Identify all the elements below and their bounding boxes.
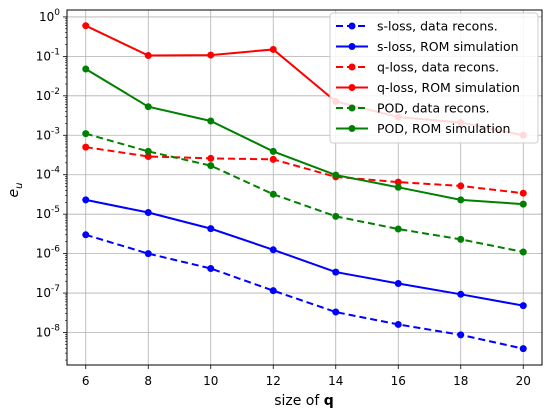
series-line — [85, 132, 524, 253]
plot-frame — [66, 9, 543, 366]
data-point — [144, 147, 152, 155]
series — [82, 196, 527, 310]
legend-item: POD, data recons. — [336, 101, 490, 116]
legend-marker — [348, 22, 356, 30]
legend-item: s-loss, ROM simulation — [336, 39, 519, 54]
legend-marker — [348, 43, 356, 50]
y-tick-label: 10-5 — [36, 205, 60, 221]
data-point — [332, 212, 340, 220]
data-point — [394, 178, 402, 186]
data-point — [519, 248, 527, 256]
data-point — [519, 200, 527, 208]
data-point — [269, 155, 277, 163]
data-point — [519, 302, 527, 310]
data-point — [207, 117, 215, 125]
data-point — [457, 182, 465, 190]
x-tick-label: 12 — [266, 374, 281, 388]
data-point — [82, 143, 90, 151]
legend-label: q-loss, data recons. — [377, 60, 499, 75]
data-point — [457, 290, 465, 298]
x-axis: 6 8 10 12 14 16 18 20 — [82, 365, 531, 388]
data-point — [394, 225, 402, 233]
x-tick-label: 8 — [144, 374, 152, 388]
data-point — [144, 52, 152, 60]
legend-item: s-loss, data recons. — [336, 19, 498, 34]
x-axis-label: size of q — [274, 393, 334, 409]
data-point — [269, 147, 277, 155]
x-tick-label: 20 — [516, 374, 531, 388]
legend-marker — [348, 84, 356, 91]
legend-label: q-loss, ROM simulation — [377, 80, 520, 95]
y-tick-label: 10-7 — [36, 284, 60, 300]
data-point — [269, 246, 277, 254]
series-line — [85, 146, 524, 195]
y-tick-label: 10-2 — [36, 87, 60, 103]
x-tick-label: 14 — [328, 374, 343, 388]
data-point — [394, 279, 402, 287]
y-tick-label: 10-1 — [36, 47, 60, 63]
y-axis: 10-8 10-7 10-6 10-5 10-4 10-3 10-2 10-1 100 — [36, 8, 67, 361]
data-point — [269, 287, 277, 295]
data-point — [144, 103, 152, 111]
data-point — [144, 152, 152, 160]
data-point — [394, 320, 402, 328]
data-point — [332, 171, 340, 179]
legend-label: POD, data recons. — [377, 101, 490, 116]
series — [82, 65, 527, 208]
data-point — [82, 22, 90, 30]
data-point — [82, 65, 90, 73]
data-point — [144, 209, 152, 217]
data-point — [519, 189, 527, 197]
legend-item: POD, ROM simulation — [336, 121, 510, 136]
data-point — [394, 183, 402, 191]
y-tick-label: 10-3 — [36, 126, 60, 142]
data-point — [332, 268, 340, 276]
series — [82, 130, 527, 256]
data-point — [207, 51, 215, 59]
x-tick-label: 10 — [203, 374, 218, 388]
data-point — [82, 196, 90, 204]
x-tick-label: 16 — [391, 374, 406, 388]
data-point — [457, 196, 465, 204]
legend-box — [329, 12, 539, 144]
legend-item: q-loss, ROM simulation — [336, 80, 520, 95]
data-point — [207, 264, 215, 272]
data-point — [207, 154, 215, 162]
legend-marker — [348, 63, 356, 71]
data-point — [457, 331, 465, 339]
data-point — [207, 162, 215, 170]
y-tick-label: 100 — [39, 8, 60, 24]
legend-label: s-loss, data recons. — [377, 19, 498, 34]
y-tick-label: 10-6 — [36, 245, 61, 261]
y-tick-label: 10-8 — [36, 324, 61, 340]
series — [82, 231, 527, 353]
y-tick-label: 10-4 — [36, 166, 61, 182]
data-point — [82, 130, 90, 138]
series-line — [85, 198, 524, 307]
legend: s-loss, data recons. s-loss, ROM simulati… — [329, 12, 539, 144]
legend-label: s-loss, ROM simulation — [377, 39, 519, 54]
legend-label: POD, ROM simulation — [377, 121, 510, 136]
data-point — [457, 235, 465, 243]
series-line — [85, 233, 524, 350]
data-point — [519, 345, 527, 353]
x-tick-label: 18 — [453, 374, 468, 388]
data-point — [82, 231, 90, 239]
legend-item: q-loss, data recons. — [336, 60, 499, 75]
data-point — [332, 308, 340, 316]
data-point — [207, 225, 215, 233]
legend-marker — [348, 125, 356, 132]
y-axis-label: eu — [6, 183, 25, 198]
legend-marker — [348, 104, 356, 112]
series-line — [85, 68, 524, 206]
data-point — [144, 250, 152, 258]
data-point — [269, 45, 277, 53]
x-tick-label: 6 — [82, 374, 90, 388]
data-point — [269, 190, 277, 198]
